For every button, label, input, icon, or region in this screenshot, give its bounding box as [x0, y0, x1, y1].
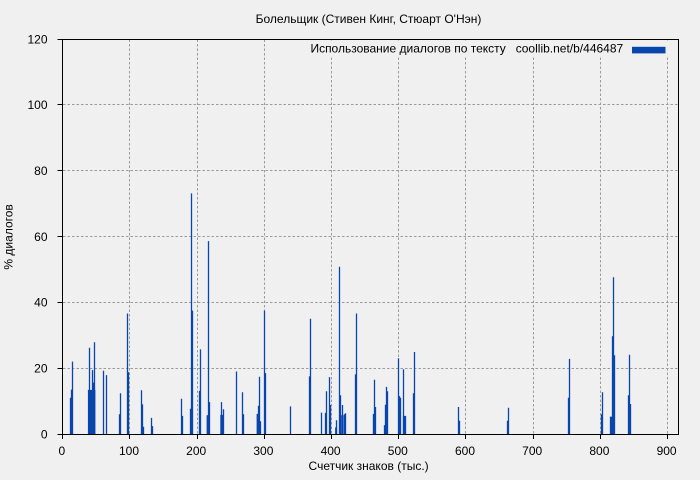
- svg-text:Счетчик знаков (тыс.): Счетчик знаков (тыс.): [309, 459, 429, 473]
- svg-text:100: 100: [119, 444, 139, 458]
- svg-text:80: 80: [34, 164, 48, 178]
- svg-text:700: 700: [522, 444, 542, 458]
- svg-text:300: 300: [253, 444, 273, 458]
- svg-text:Использование диалогов по текс: Использование диалогов по тексту coollib…: [310, 41, 623, 55]
- svg-text:400: 400: [321, 444, 341, 458]
- svg-text:0: 0: [41, 427, 48, 441]
- svg-text:120: 120: [27, 32, 47, 46]
- svg-text:20: 20: [34, 362, 48, 376]
- svg-text:900: 900: [657, 444, 677, 458]
- svg-text:0: 0: [58, 444, 65, 458]
- svg-text:500: 500: [388, 444, 408, 458]
- svg-text:100: 100: [27, 98, 47, 112]
- svg-text:600: 600: [455, 444, 475, 458]
- svg-text:% диалогов: % диалогов: [2, 204, 16, 269]
- svg-text:60: 60: [34, 230, 48, 244]
- svg-text:Болельщик (Стивен Кинг, Стюарт: Болельщик (Стивен Кинг, Стюарт О'Нэн): [256, 12, 482, 26]
- svg-text:200: 200: [186, 444, 206, 458]
- svg-text:800: 800: [589, 444, 609, 458]
- svg-text:40: 40: [34, 296, 48, 310]
